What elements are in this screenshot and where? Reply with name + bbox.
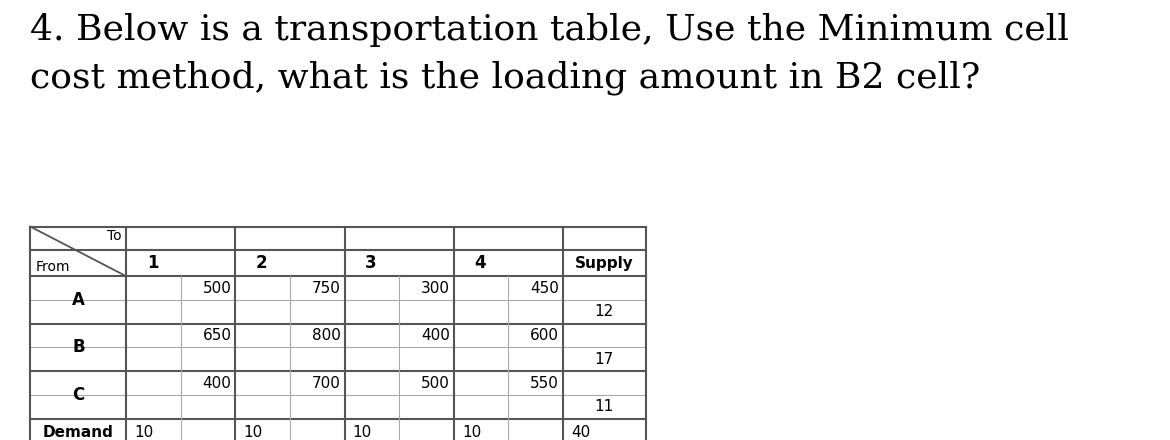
Text: 1: 1 bbox=[147, 254, 158, 272]
Text: 500: 500 bbox=[421, 376, 449, 391]
Text: 600: 600 bbox=[530, 328, 559, 343]
Text: From: From bbox=[35, 260, 70, 274]
Text: B: B bbox=[73, 338, 84, 356]
Text: 10: 10 bbox=[462, 425, 481, 440]
Text: C: C bbox=[73, 386, 84, 404]
Text: 4. Below is a transportation table, Use the Minimum cell
cost method, what is th: 4. Below is a transportation table, Use … bbox=[30, 13, 1069, 95]
Text: 400: 400 bbox=[202, 376, 232, 391]
Text: 800: 800 bbox=[311, 328, 340, 343]
Text: A: A bbox=[71, 291, 84, 309]
Text: 300: 300 bbox=[421, 281, 449, 296]
Text: 400: 400 bbox=[421, 328, 449, 343]
Text: 750: 750 bbox=[311, 281, 340, 296]
Text: 450: 450 bbox=[530, 281, 559, 296]
Text: Demand: Demand bbox=[43, 425, 113, 440]
Text: 10: 10 bbox=[352, 425, 372, 440]
Text: 700: 700 bbox=[311, 376, 340, 391]
Text: 3: 3 bbox=[365, 254, 377, 272]
Text: 17: 17 bbox=[594, 352, 614, 367]
Text: 4: 4 bbox=[474, 254, 486, 272]
Text: 10: 10 bbox=[243, 425, 263, 440]
Text: 500: 500 bbox=[202, 281, 232, 296]
Text: 650: 650 bbox=[202, 328, 232, 343]
Text: 10: 10 bbox=[135, 425, 153, 440]
Text: 2: 2 bbox=[256, 254, 268, 272]
Text: 11: 11 bbox=[594, 400, 614, 414]
Text: Supply: Supply bbox=[574, 256, 634, 271]
Text: 40: 40 bbox=[571, 425, 590, 440]
Text: 550: 550 bbox=[530, 376, 559, 391]
Text: 12: 12 bbox=[594, 304, 614, 319]
Text: To: To bbox=[106, 229, 122, 243]
